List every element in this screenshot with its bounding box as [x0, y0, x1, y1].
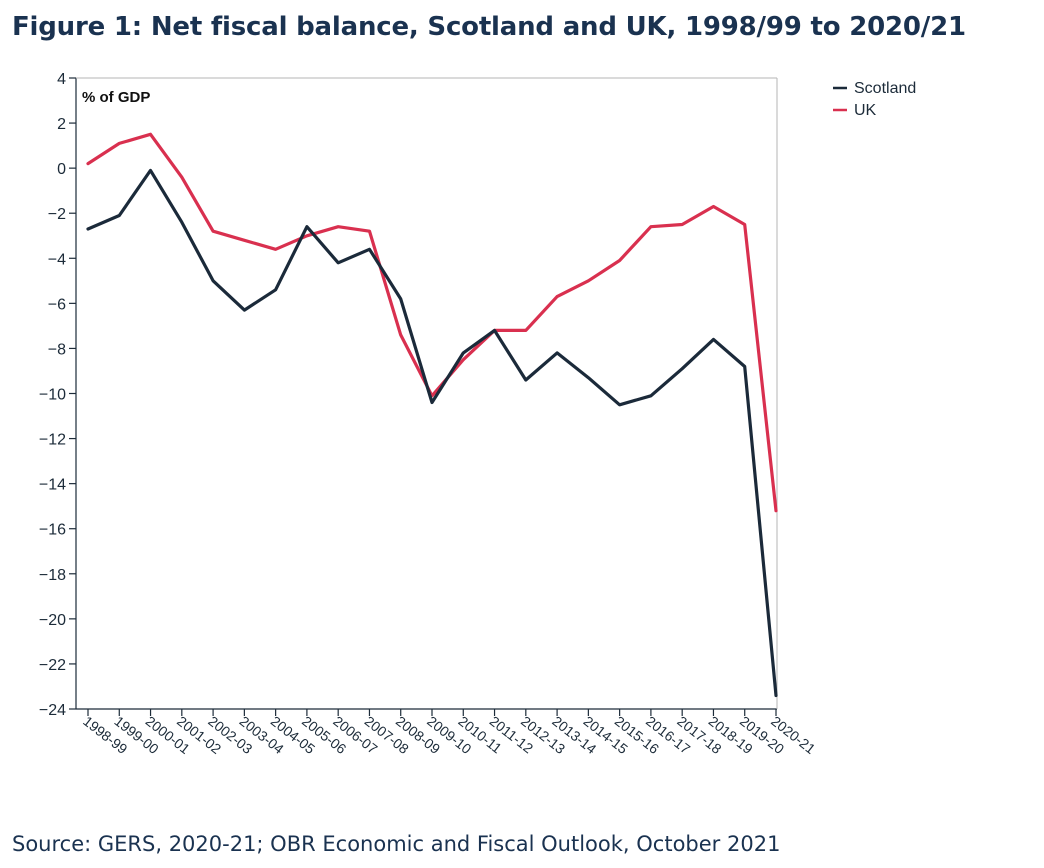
y-axis-ticks: 4 2 0 −2 −4 −6 −8 −10 −12 −14 −16 −18 −20 −22 −24: [39, 71, 76, 719]
y-tick-label: 4: [57, 71, 66, 88]
y-tick-label: −22: [39, 657, 66, 674]
y-tick-label: −14: [39, 477, 66, 494]
chart-axes: [75, 77, 778, 710]
y-axis-unit-label: % of GDP: [82, 89, 150, 106]
source-note: Source: GERS, 2020-21; OBR Economic and …: [12, 832, 781, 856]
y-tick-label: 0: [57, 161, 66, 178]
y-tick-label: −4: [48, 251, 66, 268]
y-tick-label: −8: [48, 341, 66, 358]
legend-label-uk: UK: [854, 102, 877, 119]
y-tick-label: −16: [39, 522, 66, 539]
y-tick-label: −24: [39, 702, 66, 719]
series-line-uk: [86, 132, 778, 513]
y-tick-label: −6: [48, 296, 66, 313]
legend-label-scotland: Scotland: [854, 80, 916, 97]
y-tick-label: −10: [39, 387, 66, 404]
legend: Scotland UK: [833, 80, 916, 119]
y-tick-label: −20: [39, 612, 66, 629]
line-chart: 4 2 0 −2 −4 −6 −8 −10 −12 −14 −16 −18 −20 −22 −24 1998…: [39, 71, 916, 757]
series-lines: [86, 132, 778, 698]
x-axis-ticks: 1998-991999-002000-012001-022002-032003-…: [80, 709, 819, 757]
y-tick-label: −18: [39, 567, 66, 584]
y-tick-label: −2: [48, 206, 66, 223]
y-tick-label: 2: [57, 116, 66, 133]
series-line-scotland: [86, 168, 778, 698]
y-tick-label: −12: [39, 432, 66, 449]
chart-title: Figure 1: Net fiscal balance, Scotland a…: [12, 12, 966, 42]
